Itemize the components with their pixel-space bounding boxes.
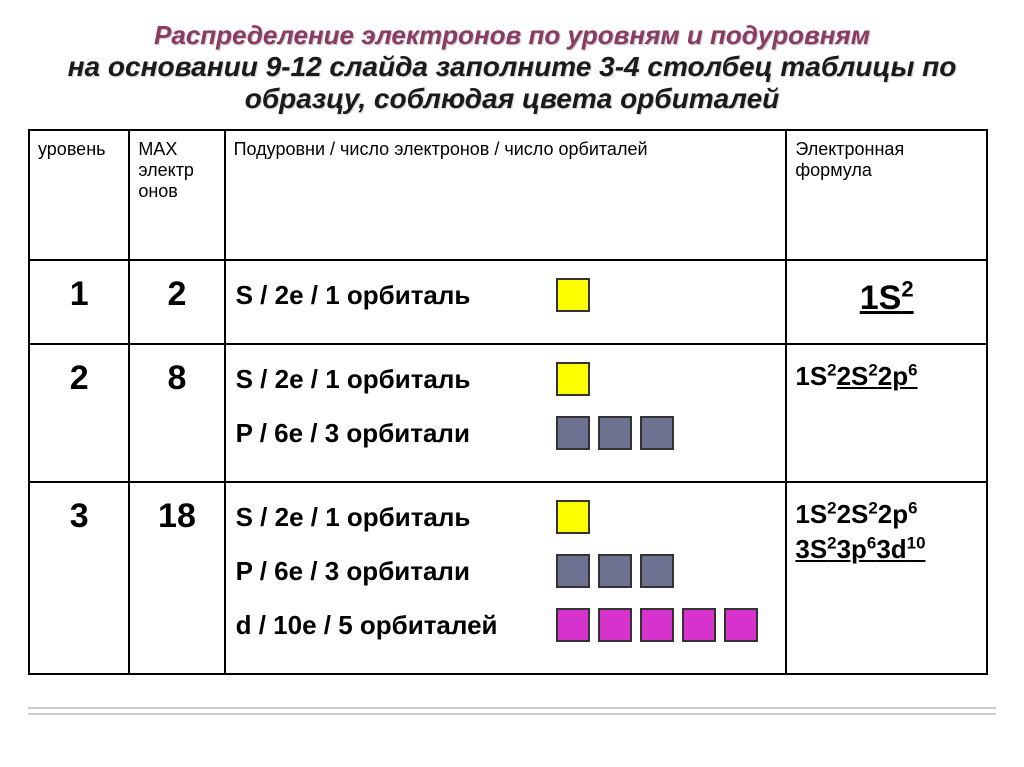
s-orbital-box: [556, 500, 590, 534]
max-cell: 8: [129, 344, 224, 482]
formula-segment: 1S2: [795, 361, 836, 391]
sublevel-label: S / 2e / 1 орбиталь: [236, 280, 556, 311]
s-orbital-box: [556, 362, 590, 396]
formula-line: 1S22S22p6: [795, 359, 978, 394]
p-orbital-box: [598, 416, 632, 450]
max-cell: 18: [129, 482, 224, 674]
formula-segment: 3S2: [795, 534, 836, 564]
sublevel-cell: S / 2e / 1 орбиталь P / 6e / 3 орбитали: [225, 344, 787, 482]
p-orbital-box: [598, 554, 632, 588]
header-formula: Электронная формула: [786, 130, 987, 260]
table-row: 318 S / 2e / 1 орбиталь P / 6e / 3 орбитал…: [29, 482, 987, 674]
d-orbital-box: [598, 608, 632, 642]
s-orbital-box: [556, 278, 590, 312]
p-orbital-box: [640, 554, 674, 588]
level-cell: 3: [29, 482, 129, 674]
sublevel-row: d / 10e / 5 орбиталей: [236, 605, 776, 645]
orbital-group: [556, 500, 590, 534]
title-line-3: образцу, соблюдая цвета орбиталей: [28, 83, 996, 115]
sublevel-row: S / 2e / 1 орбиталь: [236, 497, 776, 537]
formula-segment: 2p6: [878, 499, 918, 529]
formula-segment: 2S2: [837, 499, 878, 529]
d-orbital-box: [724, 608, 758, 642]
formula-cell: 1S22S22p6: [786, 344, 987, 482]
p-orbital-box: [640, 416, 674, 450]
formula-line: 1S22S22p6: [795, 497, 978, 532]
p-orbital-box: [556, 554, 590, 588]
sublevel-cell: S / 2e / 1 орбиталь: [225, 260, 787, 344]
header-sublevels: Подуровни / число электронов / число орб…: [225, 130, 787, 260]
sublevel-row: S / 2e / 1 орбиталь: [236, 275, 776, 315]
sublevel-label: P / 6e / 3 орбитали: [236, 418, 556, 449]
sublevel-row: P / 6e / 3 орбитали: [236, 551, 776, 591]
level-cell: 2: [29, 344, 129, 482]
formula-line: 3S23p63d10: [795, 532, 978, 567]
formula-segment: 2p6: [878, 361, 918, 391]
sublevel-label: S / 2e / 1 орбиталь: [236, 502, 556, 533]
d-orbital-box: [682, 608, 716, 642]
p-orbital-box: [556, 416, 590, 450]
formula-segment: 2S2: [837, 361, 878, 391]
level-cell: 1: [29, 260, 129, 344]
footer-divider: [28, 707, 996, 719]
title-line-1: Распределение электронов по уровням и по…: [28, 20, 996, 51]
formula-segment: 1S2: [795, 499, 836, 529]
sublevel-label: d / 10e / 5 орбиталей: [236, 610, 556, 641]
orbital-group: [556, 362, 590, 396]
sublevel-row: P / 6e / 3 орбитали: [236, 413, 776, 453]
sublevel-cell: S / 2e / 1 орбиталь P / 6e / 3 орбитали d …: [225, 482, 787, 674]
electron-table: уровень MAX электр онов Подуровни / числ…: [28, 129, 988, 675]
sublevel-row: S / 2e / 1 орбиталь: [236, 359, 776, 399]
formula-cell: 1S22S22p63S23p63d10: [786, 482, 987, 674]
table-row: 28 S / 2e / 1 орбиталь P / 6e / 3 орбитали…: [29, 344, 987, 482]
formula-cell: 1S2: [786, 260, 987, 344]
d-orbital-box: [556, 608, 590, 642]
sublevel-label: S / 2e / 1 орбиталь: [236, 364, 556, 395]
formula-line: 1S2: [795, 275, 978, 322]
formula-segment: 3d10: [876, 534, 925, 564]
orbital-group: [556, 608, 758, 642]
max-cell: 2: [129, 260, 224, 344]
orbital-group: [556, 554, 674, 588]
d-orbital-box: [640, 608, 674, 642]
header-level: уровень: [29, 130, 129, 260]
orbital-group: [556, 278, 590, 312]
formula-segment: 3p6: [837, 534, 877, 564]
formula-segment: 1S2: [860, 279, 914, 317]
table-row: 12 S / 2e / 1 орбиталь 1S2: [29, 260, 987, 344]
sublevel-label: P / 6e / 3 орбитали: [236, 556, 556, 587]
header-max: MAX электр онов: [129, 130, 224, 260]
title-line-2: на основании 9-12 слайда заполните 3-4 с…: [28, 51, 996, 83]
orbital-group: [556, 416, 674, 450]
